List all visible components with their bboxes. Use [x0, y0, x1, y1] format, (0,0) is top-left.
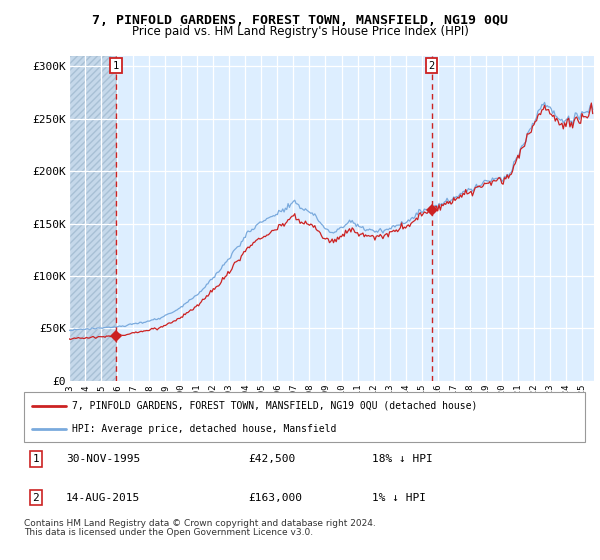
- FancyBboxPatch shape: [24, 392, 585, 442]
- Text: This data is licensed under the Open Government Licence v3.0.: This data is licensed under the Open Gov…: [24, 528, 313, 536]
- Text: Contains HM Land Registry data © Crown copyright and database right 2024.: Contains HM Land Registry data © Crown c…: [24, 519, 376, 528]
- Text: 7, PINFOLD GARDENS, FOREST TOWN, MANSFIELD, NG19 0QU (detached house): 7, PINFOLD GARDENS, FOREST TOWN, MANSFIE…: [71, 400, 477, 410]
- Text: Price paid vs. HM Land Registry's House Price Index (HPI): Price paid vs. HM Land Registry's House …: [131, 25, 469, 38]
- Text: £163,000: £163,000: [248, 493, 302, 503]
- Text: £42,500: £42,500: [248, 454, 296, 464]
- Bar: [69, 56, 116, 381]
- Text: 14-AUG-2015: 14-AUG-2015: [66, 493, 140, 503]
- Text: 2: 2: [32, 493, 39, 503]
- Text: 1: 1: [32, 454, 39, 464]
- Text: 1: 1: [113, 61, 119, 71]
- Text: HPI: Average price, detached house, Mansfield: HPI: Average price, detached house, Mans…: [71, 424, 336, 434]
- Text: 30-NOV-1995: 30-NOV-1995: [66, 454, 140, 464]
- Text: 2: 2: [428, 61, 435, 71]
- Text: 7, PINFOLD GARDENS, FOREST TOWN, MANSFIELD, NG19 0QU: 7, PINFOLD GARDENS, FOREST TOWN, MANSFIE…: [92, 14, 508, 27]
- Text: 1% ↓ HPI: 1% ↓ HPI: [372, 493, 426, 503]
- Text: 18% ↓ HPI: 18% ↓ HPI: [372, 454, 433, 464]
- Bar: [69, 56, 116, 381]
